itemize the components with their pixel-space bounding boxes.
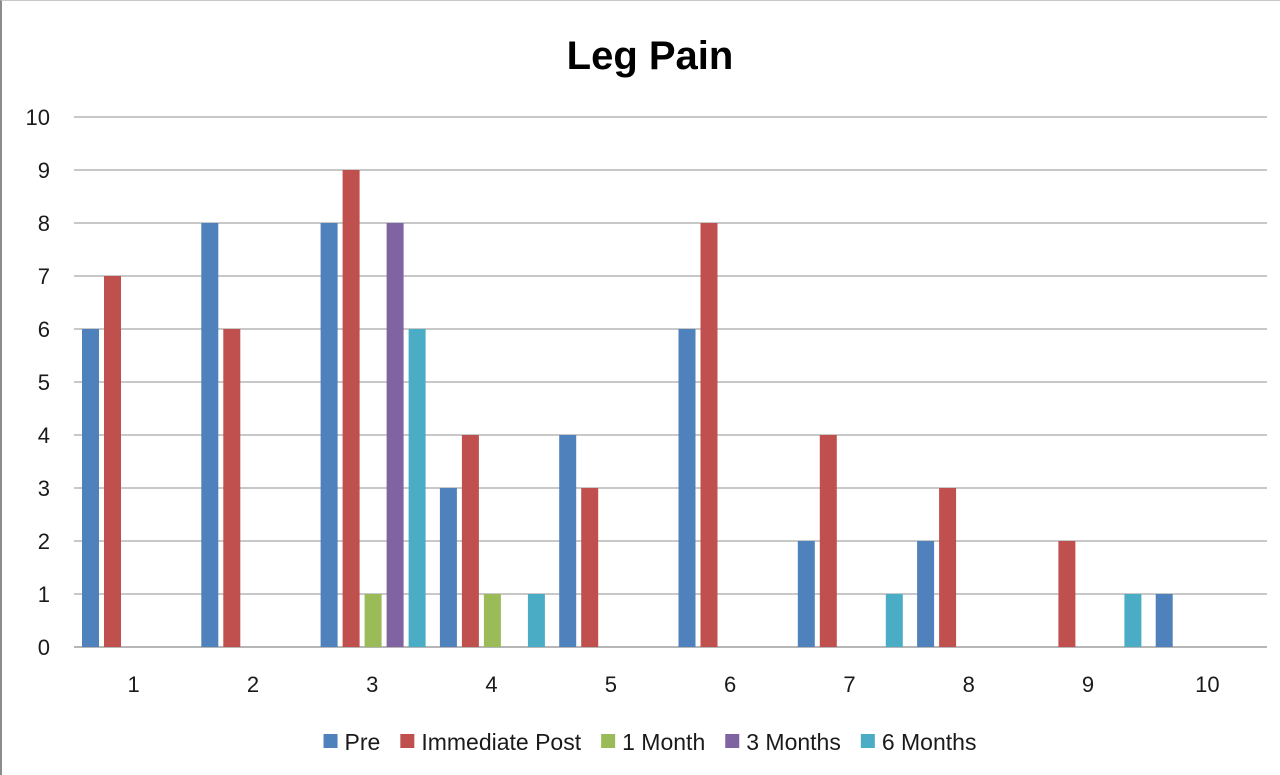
bar-immediate-post-4 [461, 435, 479, 647]
legend-label: 6 Months [882, 729, 977, 755]
bar-pre-2 [201, 223, 219, 647]
y-tick-label: 2 [38, 529, 50, 554]
bar-immediate-post-1 [104, 276, 121, 647]
bar-pre-4 [439, 488, 457, 647]
legend-label: Pre [345, 729, 381, 755]
bar-immediate-post-7 [819, 435, 837, 647]
x-tick-label: 8 [963, 672, 975, 697]
bar-immediate-post-9 [1058, 541, 1076, 647]
x-tick-label: 5 [605, 672, 617, 697]
bar-pre-8 [917, 541, 935, 647]
legend-item-pre: Pre [323, 729, 381, 755]
legend-swatch [323, 734, 338, 748]
bar-immediate-post-5 [581, 488, 599, 647]
legend-label: 1 Month [622, 729, 705, 755]
legend-item-3-months: 3 Months [725, 729, 841, 755]
bar-6-months-3 [408, 329, 426, 647]
bar-1-month-4 [483, 594, 501, 647]
bar-pre-3 [320, 223, 338, 647]
bars [82, 170, 1173, 647]
bar-pre-5 [559, 435, 577, 647]
x-tick-label: 9 [1082, 672, 1094, 697]
x-axis-ticks: 1 2 3 4 5 6 7 8 9 10 [128, 672, 1220, 697]
y-tick-label: 7 [38, 264, 50, 289]
legend-swatch [860, 734, 875, 748]
legend-swatch [725, 734, 740, 748]
bar-immediate-post-8 [939, 488, 957, 647]
x-tick-label: 10 [1195, 672, 1219, 697]
y-tick-label: 3 [38, 476, 50, 501]
legend-item-immediate-post: Immediate Post [400, 729, 582, 755]
legend-swatch [601, 734, 616, 748]
bar-pre-1 [82, 329, 99, 647]
legend-swatch [400, 734, 415, 748]
y-tick-label: 4 [38, 423, 50, 448]
legend-item-6-months: 6 Months [860, 729, 977, 755]
legend: Pre Immediate Post 1 Month 3 Months 6 Months [323, 729, 977, 755]
legend-label: 3 Months [746, 729, 841, 755]
bar-pre-7 [797, 541, 815, 647]
y-tick-label: 8 [38, 211, 50, 236]
bar-immediate-post-2 [223, 329, 241, 647]
bar-6-months-7 [885, 594, 903, 647]
gridlines [74, 116, 1267, 648]
bar-immediate-post-3 [342, 170, 360, 647]
x-tick-label: 4 [485, 672, 497, 697]
x-tick-label: 3 [366, 672, 378, 697]
bar-6-months-4 [527, 594, 545, 647]
bar-3-months-3 [386, 223, 404, 647]
legend-item-1-month: 1 Month [601, 729, 705, 755]
x-tick-label: 7 [843, 672, 855, 697]
y-tick-label: 9 [38, 158, 50, 183]
y-tick-label: 10 [26, 105, 50, 130]
y-axis-ticks: 0 1 2 3 4 5 6 7 8 9 10 [26, 105, 50, 660]
x-tick-label: 2 [247, 672, 259, 697]
y-tick-label: 6 [38, 317, 50, 342]
bar-pre-6 [678, 329, 696, 647]
bar-6-months-9 [1124, 594, 1142, 647]
x-tick-label: 6 [724, 672, 736, 697]
bar-1-month-3 [364, 594, 382, 647]
y-tick-label: 5 [38, 370, 50, 395]
chart-title: Leg Pain [567, 34, 734, 78]
y-tick-label: 0 [38, 635, 50, 660]
bar-pre-10 [1155, 594, 1173, 647]
y-tick-label: 1 [38, 582, 50, 607]
legend-label: Immediate Post [421, 729, 581, 755]
bar-immediate-post-6 [700, 223, 718, 647]
x-tick-label: 1 [128, 672, 140, 697]
